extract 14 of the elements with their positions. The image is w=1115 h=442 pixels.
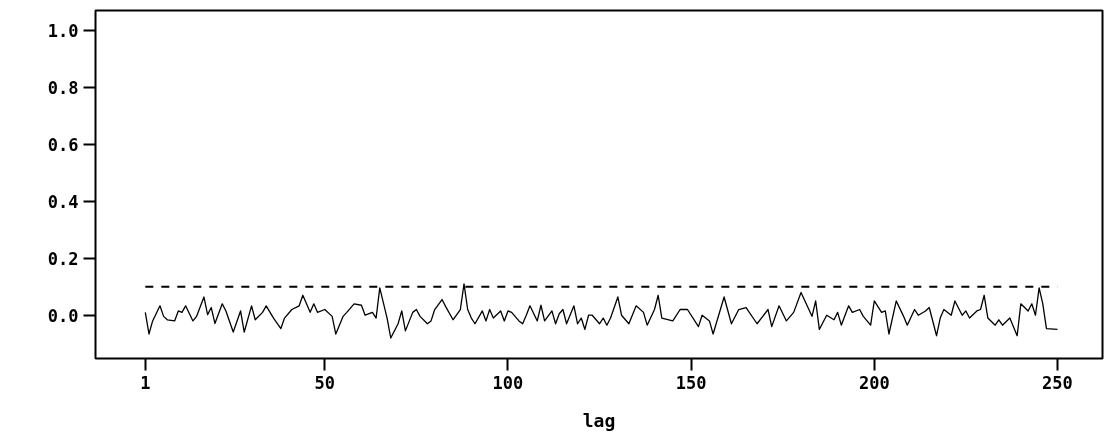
x-tick-label: 150: [675, 372, 707, 393]
x-tick-label: 100: [492, 372, 524, 393]
y-tick-label: 0.4: [47, 191, 79, 212]
y-tick-label: 0.6: [47, 134, 79, 155]
y-tick-label: 1.0: [47, 20, 79, 41]
line-series: [144, 283, 1059, 339]
x-tick-label: 250: [1042, 372, 1073, 393]
x-axis-title: lag: [582, 409, 616, 431]
x-tick-label: 1: [140, 372, 151, 393]
x-tick-label: 200: [858, 372, 890, 393]
y-tick-label: 0.8: [47, 77, 79, 98]
y-tick-label: 0.2: [47, 248, 79, 269]
x-tick-label: 50: [314, 372, 336, 393]
y-tick-label: 0.0: [47, 305, 79, 326]
